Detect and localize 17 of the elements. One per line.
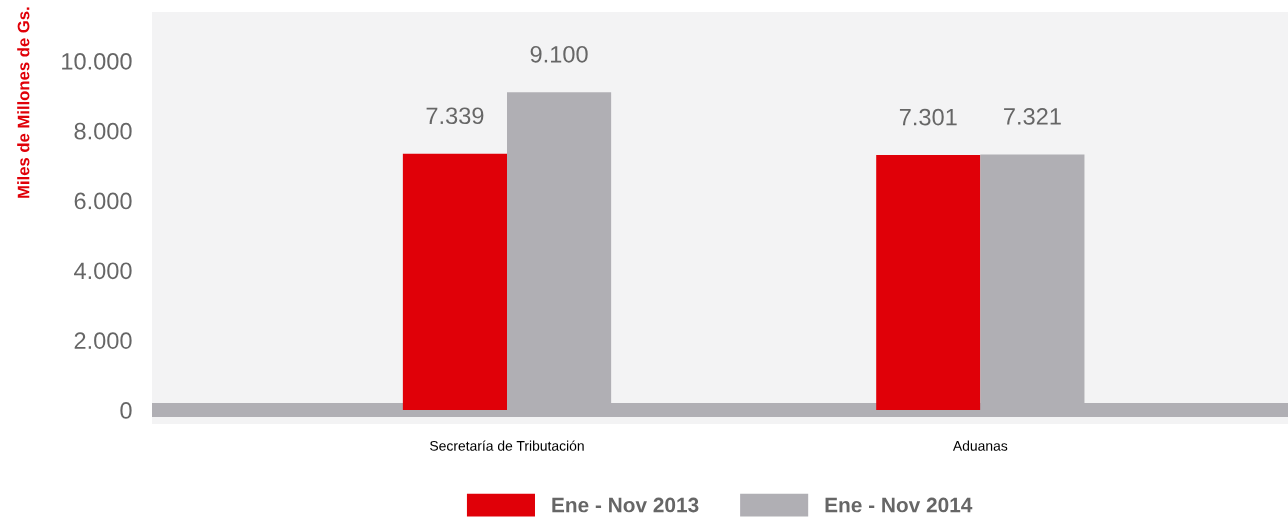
data-label: 7.321: [1004, 108, 1061, 125]
data-label: 7.339: [426, 107, 484, 125]
y-tick-label: 2.000: [74, 332, 132, 349]
bar: [402, 153, 507, 411]
legend-label: Ene - Nov 2013: [552, 497, 699, 513]
y-tick-label: 4.000: [74, 262, 132, 280]
data-label: 7.301: [899, 108, 957, 126]
y-tick-label: 0: [120, 402, 132, 419]
y-tick-label: 10.000: [62, 52, 132, 70]
data-label: 9.100: [530, 45, 588, 63]
bar: [876, 155, 981, 411]
x-tick-label: Aduanas: [952, 440, 1008, 451]
x-tick-label: Secretaría de Tributación: [430, 440, 584, 451]
y-tick-label: 8.000: [74, 122, 132, 140]
legend-label: Ene - Nov 2014: [825, 497, 973, 513]
y-tick-label: 6.000: [74, 192, 132, 210]
y-axis-title: Miles de Millones de Gs.: [17, 7, 30, 198]
